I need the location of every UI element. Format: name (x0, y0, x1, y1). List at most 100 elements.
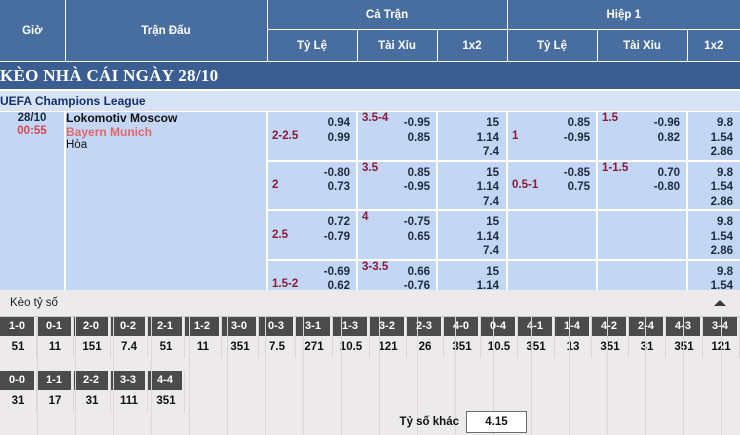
odds-x[interactable]: 1.14 (476, 131, 500, 144)
score-column[interactable]: 3-2 121 (370, 317, 407, 358)
score-column[interactable]: 4-1 351 (518, 317, 555, 358)
odds-over[interactable]: -0.96 (653, 117, 681, 129)
league-bar-row[interactable]: UEFA Champions League (0, 90, 740, 112)
score-column[interactable]: 2-3 26 (407, 317, 444, 358)
score-odd[interactable]: 51 (0, 336, 36, 358)
full-1x2-odds[interactable]: 15 1.14 7.4 (438, 112, 506, 160)
odds-1[interactable]: 15 (486, 166, 500, 179)
odds-2[interactable]: 2.86 (710, 245, 734, 257)
odds-2[interactable]: 2.86 (710, 195, 734, 208)
odds-x[interactable]: 1.54 (710, 230, 734, 243)
odds-x[interactable]: 1.14 (476, 181, 500, 193)
score-odd[interactable]: 351 (444, 336, 480, 358)
other-score-value[interactable]: 4.15 (466, 410, 527, 433)
score-odd[interactable]: 51 (148, 336, 184, 358)
odds-away[interactable]: 0.73 (327, 181, 350, 193)
score-column[interactable]: 1-2 11 (185, 317, 222, 358)
score-column[interactable]: 0-0 31 (0, 371, 37, 412)
score-column[interactable]: 3-4 121 (703, 317, 740, 358)
score-odd[interactable]: 351 (666, 336, 702, 358)
score-odd[interactable]: 7.4 (111, 336, 147, 358)
score-column[interactable]: 3-0 351 (222, 317, 259, 358)
cell-full-overunder[interactable]: 3.5 0.85 -0.95 (357, 160, 438, 211)
odds-home[interactable]: -0.69 (323, 265, 350, 278)
odds-under[interactable]: -0.76 (403, 280, 430, 292)
odds-away[interactable]: 0.62 (327, 280, 350, 292)
odds-2[interactable]: 7.4 (483, 195, 500, 208)
full-handicap-odds[interactable]: -0.80 0.73 (308, 162, 356, 210)
score-column[interactable]: 3-1 271 (296, 317, 333, 358)
cell-half-overunder[interactable] (597, 210, 689, 261)
odds-home[interactable]: 0.72 (327, 216, 350, 228)
odds-away[interactable]: 0.99 (327, 131, 350, 144)
score-column[interactable]: 4-0 351 (444, 317, 481, 358)
score-column[interactable]: 0-2 7.4 (111, 317, 148, 358)
odds-x[interactable]: 1.54 (710, 131, 734, 144)
odds-home[interactable]: 0.85 (567, 117, 591, 129)
score-odd[interactable]: 121 (370, 336, 406, 358)
odds-1[interactable]: 15 (486, 117, 500, 129)
cell-full-overunder[interactable]: 4 -0.75 0.65 (357, 210, 438, 261)
odds-under[interactable]: 0.65 (407, 230, 430, 243)
odds-home[interactable]: -0.85 (563, 166, 591, 179)
half-1x2-odds[interactable]: 9.8 1.54 2.86 (688, 162, 740, 210)
score-odd[interactable]: 10.5 (333, 336, 369, 358)
score-column[interactable]: 2-0 151 (74, 317, 111, 358)
score-column[interactable]: 2-4 31 (629, 317, 666, 358)
full-handicap-odds[interactable]: -0.69 0.62 (308, 261, 356, 309)
odds-2[interactable]: 7.4 (483, 245, 500, 257)
score-odd[interactable]: 31 (74, 390, 110, 412)
odds-under[interactable]: -0.80 (653, 181, 681, 193)
score-column[interactable]: 1-3 10.5 (333, 317, 370, 358)
cell-half-1x2[interactable]: 9.8 1.54 2.86 (687, 210, 740, 261)
score-odd[interactable]: 351 (222, 336, 258, 358)
score-column[interactable]: 4-3 351 (666, 317, 703, 358)
score-odd[interactable]: 7.5 (259, 336, 295, 358)
odds-1[interactable]: 9.8 (717, 216, 734, 228)
odds-1[interactable]: 9.8 (717, 265, 734, 278)
odds-away[interactable]: 0.75 (567, 181, 591, 193)
score-column[interactable]: 1-4 13 (555, 317, 592, 358)
odds-away[interactable]: -0.95 (563, 131, 591, 144)
half-ou-odds[interactable]: 0.70 -0.80 (638, 162, 686, 210)
odds-1[interactable]: 9.8 (717, 117, 734, 129)
odds-2[interactable]: 7.4 (483, 146, 500, 158)
half-ou-odds[interactable]: -0.96 0.82 (638, 112, 686, 160)
score-column[interactable]: 1-0 51 (0, 317, 37, 358)
full-1x2-odds[interactable]: 15 1.14 7.4 (438, 211, 506, 259)
cell-half-handicap[interactable]: 0.5-1 -0.85 0.75 (507, 160, 599, 211)
cell-half-1x2[interactable]: 9.8 1.54 2.86 (687, 111, 740, 162)
half-handicap-odds[interactable]: 0.85 -0.95 (548, 112, 596, 160)
full-ou-odds[interactable]: 0.66 -0.76 (398, 261, 436, 309)
full-ou-odds[interactable]: -0.75 0.65 (398, 211, 436, 259)
score-odd[interactable]: 26 (407, 336, 443, 358)
cell-full-1x2[interactable]: 15 1.14 7.4 (437, 111, 509, 162)
odds-over[interactable]: -0.95 (403, 117, 430, 129)
half-1x2-odds[interactable]: 9.8 1.54 2.86 (688, 112, 740, 160)
half-1x2-odds[interactable]: 9.8 1.54 2.86 (688, 211, 740, 259)
half-handicap-odds[interactable]: -0.85 0.75 (548, 162, 596, 210)
odds-1[interactable]: 9.8 (717, 166, 734, 179)
odds-over[interactable]: 0.66 (407, 265, 430, 278)
odds-over[interactable]: 0.85 (407, 166, 430, 179)
odds-home[interactable]: -0.80 (323, 166, 350, 179)
score-odd[interactable]: 31 (0, 390, 36, 412)
league-name[interactable]: UEFA Champions League (0, 90, 740, 112)
score-odd[interactable]: 11 (37, 336, 73, 358)
cell-half-handicap[interactable]: 1 0.85 -0.95 (507, 111, 599, 162)
score-odd[interactable]: 351 (518, 336, 554, 358)
odds-x[interactable]: 1.54 (710, 280, 734, 292)
score-column[interactable]: 0-4 10.5 (481, 317, 518, 358)
cell-half-overunder[interactable]: 1-1.5 0.70 -0.80 (597, 160, 689, 211)
cell-half-overunder[interactable]: 1.5 -0.96 0.82 (597, 111, 689, 162)
odds-1[interactable]: 15 (486, 216, 500, 228)
score-column[interactable]: 0-3 7.5 (259, 317, 296, 358)
cell-full-1x2[interactable]: 15 1.14 7.4 (437, 160, 509, 211)
cell-full-handicap[interactable]: 2.5 0.72 -0.79 (267, 210, 358, 261)
cell-full-handicap[interactable]: 2-2.5 0.94 0.99 (267, 111, 358, 162)
caret-up-icon[interactable] (714, 300, 726, 306)
cell-full-1x2[interactable]: 15 1.14 7.4 (437, 210, 509, 261)
score-column[interactable]: 2-2 31 (74, 371, 111, 412)
score-column[interactable]: 3-3 111 (111, 371, 148, 412)
cell-half-1x2[interactable]: 9.8 1.54 2.86 (687, 160, 740, 211)
